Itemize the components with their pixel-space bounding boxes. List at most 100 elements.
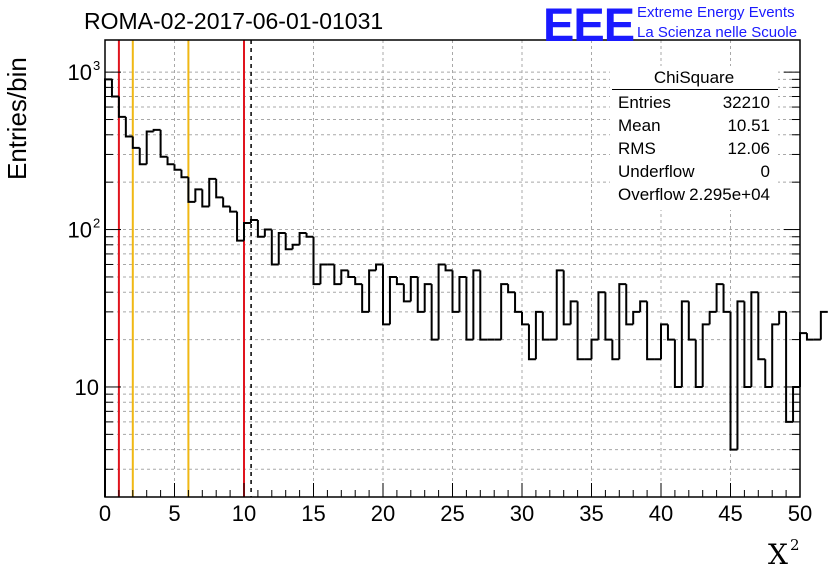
- histogram-bin: [465, 276, 474, 341]
- histogram-bin: [562, 270, 571, 326]
- histogram-bin: [243, 222, 251, 241]
- histogram-bin: [131, 136, 140, 149]
- histogram-bin: [632, 310, 641, 325]
- x-tick-label: 35: [579, 501, 603, 526]
- histogram-bin: [819, 310, 828, 340]
- histogram-bin: [694, 339, 703, 388]
- stats-value: 32210: [722, 93, 770, 112]
- stats-row-overflow: Overflow 2.295e+04: [618, 185, 770, 207]
- stats-value: 10.51: [727, 116, 770, 135]
- histogram-bin: [764, 359, 773, 388]
- histogram-bin: [173, 164, 182, 171]
- histogram-bin: [256, 219, 265, 238]
- stats-row-mean: Mean 10.51: [618, 116, 770, 138]
- x-axis-label-base: X: [768, 538, 788, 571]
- histogram-bin: [201, 189, 210, 208]
- x-axis-label-sup: 2: [789, 536, 800, 554]
- x-tick-label: 0: [99, 501, 111, 526]
- histogram-bin: [382, 264, 390, 326]
- stats-value: 0: [760, 162, 770, 181]
- stats-row-rms: RMS 12.06: [618, 139, 770, 161]
- histogram-bin: [569, 300, 578, 325]
- histogram-bin: [263, 228, 272, 237]
- grid-lines: [104, 40, 801, 498]
- histogram-bin: [799, 332, 807, 387]
- y-tick-label-exponent: 3: [93, 58, 100, 73]
- histogram-bin: [576, 301, 585, 361]
- histogram-bin: [354, 276, 363, 286]
- x-tick-label: 10: [232, 501, 256, 526]
- y-tick-label: 10: [68, 60, 92, 85]
- histogram-bin: [673, 339, 682, 388]
- logo-line-1: Extreme Energy Events: [637, 4, 795, 21]
- y-axis-label: Entries/bin: [2, 57, 32, 180]
- histogram-bin: [611, 339, 620, 361]
- histogram-bin: [771, 323, 780, 387]
- histogram-bin: [680, 300, 689, 387]
- histogram-bin: [249, 218, 258, 224]
- stats-label: Underflow: [618, 162, 695, 181]
- histogram-bin: [687, 301, 696, 341]
- histogram-bin: [110, 79, 119, 98]
- histogram-bin: [590, 338, 599, 360]
- histogram-bin: [646, 301, 655, 361]
- histogram-bin: [416, 276, 425, 313]
- histogram-bin: [639, 300, 648, 312]
- histogram-bin: [437, 263, 446, 340]
- histogram-bin: [152, 128, 161, 132]
- histogram-bin: [604, 292, 613, 341]
- x-tick-label: 20: [371, 501, 395, 526]
- y-tick-label-exponent: 2: [93, 216, 100, 231]
- histogram-bin: [194, 188, 203, 202]
- histogram-bin: [208, 177, 217, 207]
- x-tick-label: 45: [718, 501, 742, 526]
- histogram-bin: [521, 311, 529, 326]
- histogram-bin: [333, 264, 342, 286]
- stats-row-underflow: Underflow 0: [618, 162, 770, 184]
- stats-box: ChiSquare Entries 32210 Mean 10.51 RMS 1…: [610, 66, 778, 210]
- histogram-bin: [625, 284, 634, 326]
- histogram-bin: [541, 311, 550, 341]
- histogram-bin: [166, 156, 175, 166]
- histogram-bin: [715, 283, 724, 312]
- histogram-bin: [138, 147, 147, 166]
- histogram-bin: [451, 270, 460, 313]
- histogram-bin: [479, 270, 488, 341]
- histogram-bin: [291, 243, 300, 250]
- chart-title: ROMA-02-2017-06-01-01031: [84, 8, 384, 34]
- histogram-bin: [298, 232, 307, 245]
- y-tick-label: 10: [75, 375, 99, 400]
- histogram-bin: [666, 324, 675, 341]
- histogram-bin: [743, 301, 752, 388]
- histogram-bin: [319, 263, 328, 285]
- histogram-bin: [409, 275, 418, 302]
- histogram-bin: [458, 275, 467, 312]
- histogram-bin: [312, 236, 321, 286]
- histogram-bin: [145, 130, 154, 165]
- x-tick-label: 25: [440, 501, 464, 526]
- x-tick-label: 40: [649, 501, 673, 526]
- histogram-bin: [270, 229, 279, 266]
- reference-lines: [117, 40, 252, 497]
- histogram-bin: [708, 310, 717, 325]
- histogram-bins: [104, 78, 828, 497]
- stats-value: 12.06: [727, 139, 770, 158]
- stats-box-divider: [612, 89, 778, 90]
- histogram-bin: [229, 206, 238, 213]
- histogram-bin: [395, 276, 404, 286]
- histogram-bin: [347, 270, 356, 278]
- histogram-bin: [368, 269, 377, 312]
- histogram-bin: [514, 292, 522, 313]
- histogram-bin: [444, 264, 453, 272]
- histogram-bin: [180, 169, 189, 179]
- histogram-bin: [305, 233, 314, 238]
- x-tick-label: 5: [168, 501, 180, 526]
- histogram-bin: [750, 291, 759, 387]
- stats-box-name: ChiSquare: [653, 68, 735, 87]
- histogram-bin: [757, 292, 766, 361]
- histogram-bin: [222, 197, 231, 208]
- stats-label: Mean: [618, 116, 661, 135]
- histogram-bin: [722, 284, 731, 313]
